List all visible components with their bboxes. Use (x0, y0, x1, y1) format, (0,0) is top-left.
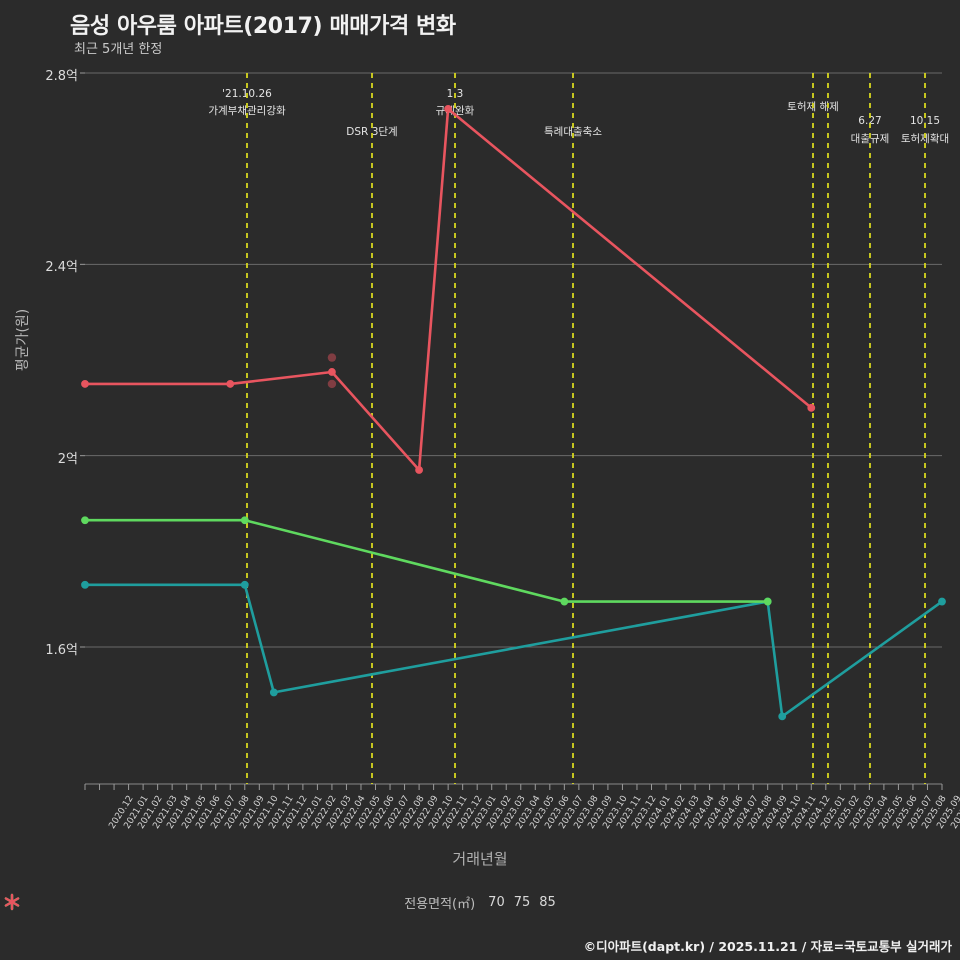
event-name-label: DSR 3단계 (346, 126, 398, 138)
y-tick-label: 2.8억 (45, 69, 78, 84)
y-tick-label: 2.4억 (45, 260, 78, 276)
y-tick-label: 2억 (57, 451, 78, 467)
legend-item-70[interactable]: 70 (4, 893, 505, 911)
legend-item-85[interactable]: 85 (4, 893, 556, 911)
legend-label-75: 75 (513, 895, 531, 910)
event-name-label: 토허제확대 (900, 133, 950, 145)
event-name-label: 가계부채관리강화 (208, 105, 286, 117)
footer-credit: ©디아파트(dapt.kr) / 2025.11.21 / 자료=국토교통부 실… (583, 939, 952, 954)
x-axis-title: 거래년월 (452, 850, 508, 868)
event-date-label: 6.27 (858, 115, 882, 127)
legend-item-75[interactable]: 75 (4, 893, 531, 911)
legend-label-70: 70 (488, 895, 505, 910)
legend: 전용면적(㎡) 70 75 85 (0, 893, 960, 912)
page-subtitle: 최근 5개년 한정 (74, 42, 163, 57)
page-title: 음성 아우룸 아파트(2017) 매매가격 변화 (70, 14, 456, 39)
event-date-label: 10.15 (909, 115, 941, 127)
legend-marker-icon (4, 893, 20, 911)
event-name-label: 대출규제 (850, 133, 890, 145)
legend-title: 전용면적(㎡) (404, 897, 476, 912)
legend-label-85: 85 (539, 895, 556, 910)
y-tick-label: 1.6억 (45, 643, 78, 658)
event-name-label: 특례대출축소 (544, 126, 602, 138)
